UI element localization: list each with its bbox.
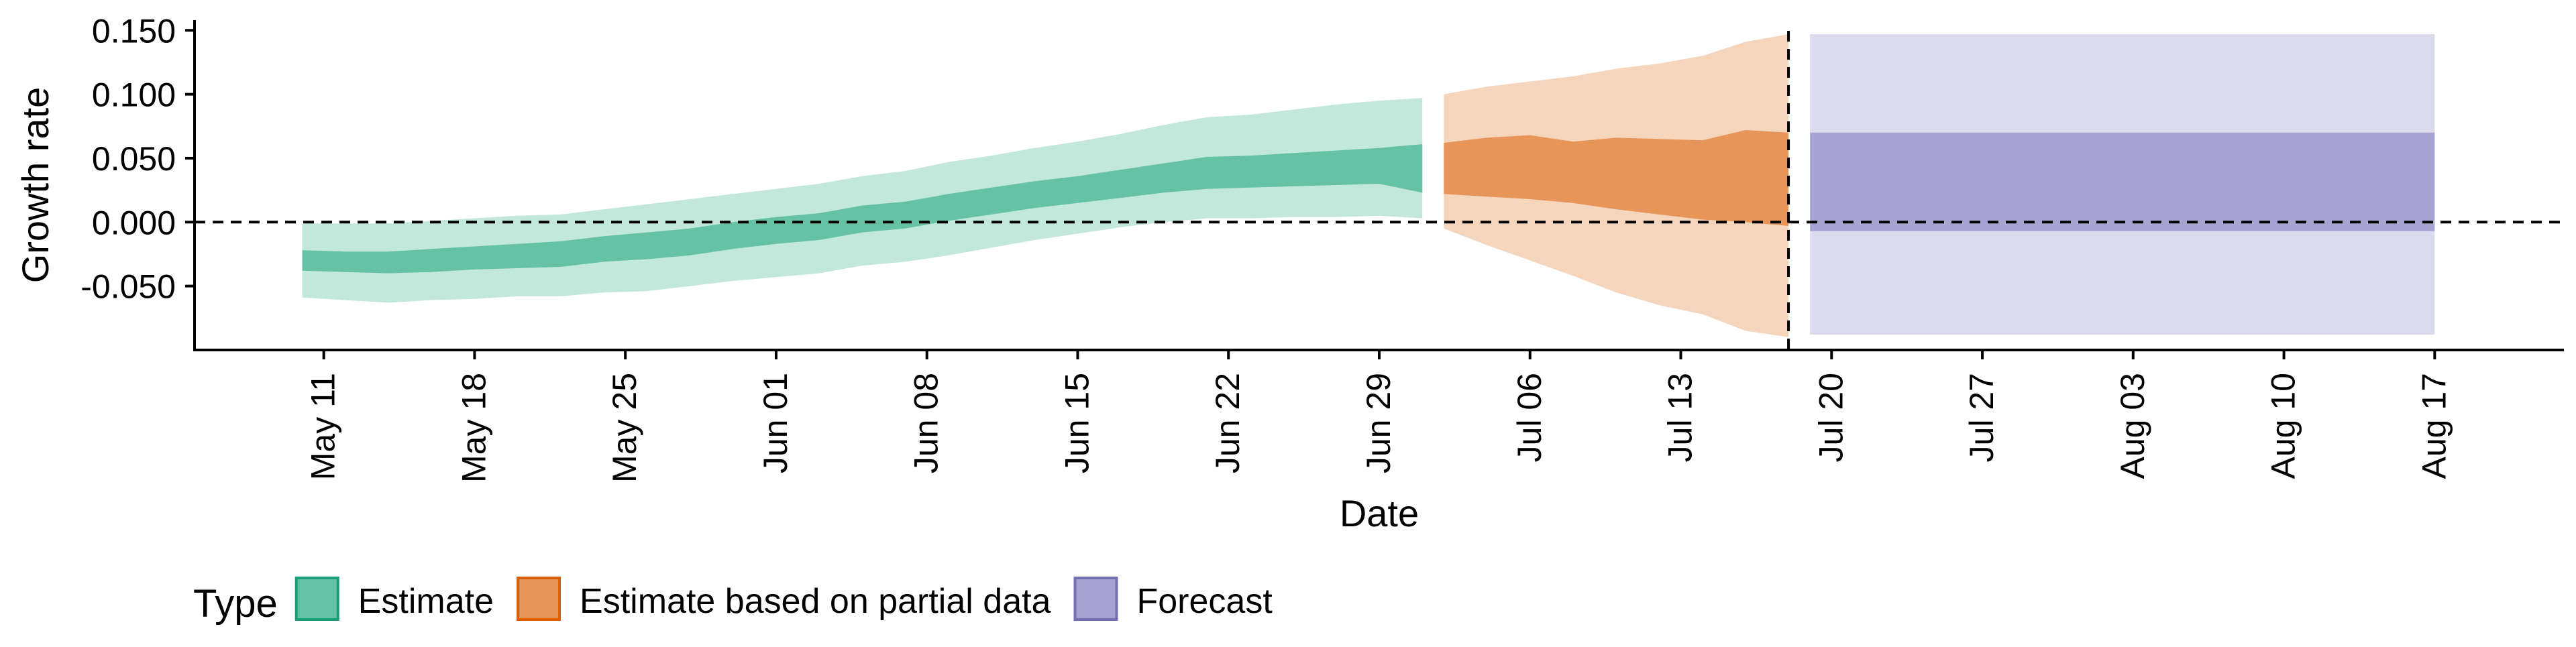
legend: Type Estimate Estimate based on partial d… bbox=[193, 577, 1273, 626]
reference-lines-layer bbox=[195, 31, 2564, 350]
estimate-inner-band bbox=[302, 144, 1423, 274]
estimate-based-on-partial-data-inner-band bbox=[1444, 130, 1789, 226]
y-ticks-layer: -0.050 0.000 0.050 0.100 0.150 bbox=[80, 12, 195, 306]
legend-label: Estimate bbox=[358, 582, 494, 621]
x-tick-label: Jun 08 bbox=[908, 373, 945, 473]
x-tick-label: Jul 20 bbox=[1812, 373, 1849, 462]
legend-title: Type bbox=[193, 582, 278, 626]
x-tick-label: Jun 15 bbox=[1059, 373, 1096, 473]
legend-label: Forecast bbox=[1136, 582, 1273, 621]
y-axis-title: Growth rate bbox=[14, 87, 56, 284]
x-tick-label: Jul 13 bbox=[1662, 373, 1699, 462]
x-tick-label: Jun 29 bbox=[1360, 373, 1397, 473]
x-tick-label: Jul 06 bbox=[1511, 373, 1548, 462]
y-tick-label: -0.050 bbox=[80, 268, 176, 306]
x-tick-label: Aug 03 bbox=[2114, 373, 2151, 479]
forecast-inner-band bbox=[1810, 132, 2435, 231]
legend-swatch bbox=[1073, 577, 1118, 621]
y-tick-label: 0.100 bbox=[92, 76, 176, 114]
bands-layer bbox=[302, 34, 2435, 337]
x-tick-label: May 18 bbox=[455, 373, 492, 483]
x-tick-label: Jun 22 bbox=[1209, 373, 1246, 473]
y-tick-label: 0.050 bbox=[92, 140, 176, 178]
estimate-outer-band bbox=[302, 98, 1423, 303]
y-tick-label: 0.000 bbox=[92, 204, 176, 241]
x-tick-label: May 25 bbox=[606, 373, 643, 483]
x-tick-label: Aug 17 bbox=[2415, 373, 2453, 479]
x-tick-label: May 11 bbox=[305, 373, 342, 480]
legend-label: Estimate based on partial data bbox=[580, 582, 1051, 621]
x-ticks-layer: May 11 May 18 May 25 Jun 01 Jun 08 Jun 15 Jun … bbox=[305, 350, 2453, 483]
legend-swatch bbox=[517, 577, 561, 621]
x-tick-label: Jun 01 bbox=[757, 373, 794, 473]
y-tick-label: 0.150 bbox=[92, 12, 176, 50]
x-tick-label: Jul 27 bbox=[1963, 373, 2000, 462]
x-axis-title: Date bbox=[1340, 492, 1419, 534]
x-tick-label: Aug 10 bbox=[2265, 373, 2302, 479]
legend-swatch bbox=[294, 577, 339, 621]
